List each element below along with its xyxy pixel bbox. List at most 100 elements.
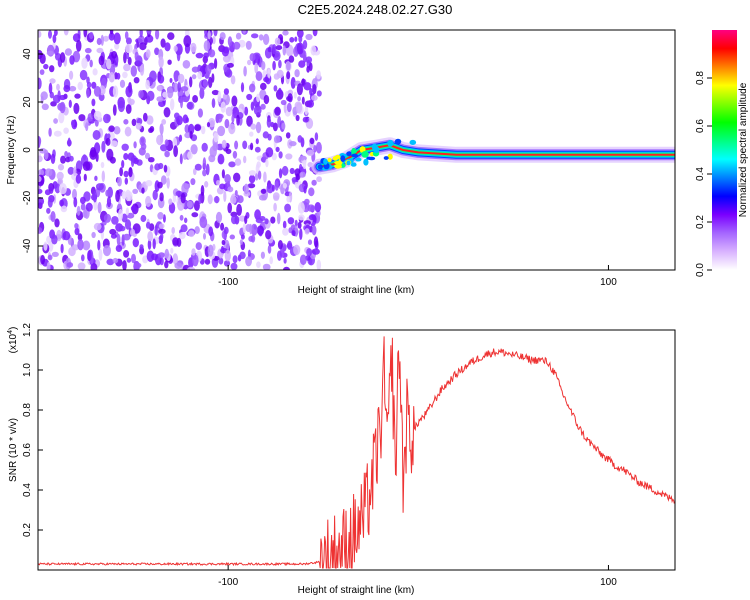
- noise-blob: [274, 180, 279, 191]
- noise-blob: [119, 79, 126, 88]
- noise-blob: [288, 55, 295, 63]
- noise-blob: [240, 234, 245, 240]
- noise-blob: [231, 114, 235, 123]
- noise-blob: [213, 196, 220, 204]
- noise-blob: [89, 149, 97, 160]
- noise-blob: [84, 47, 92, 54]
- noise-blob: [54, 30, 58, 36]
- noise-blob: [289, 167, 295, 175]
- noise-blob: [314, 132, 319, 141]
- noise-blob: [179, 153, 183, 165]
- noise-blob: [53, 118, 58, 124]
- noise-blob: [247, 183, 256, 189]
- noise-blob: [130, 65, 137, 77]
- noise-blob: [122, 71, 128, 79]
- noise-blob: [91, 98, 96, 107]
- noise-blob: [296, 30, 304, 38]
- noise-blob: [190, 42, 197, 53]
- noise-blob: [253, 105, 262, 116]
- noise-blob: [305, 33, 313, 41]
- noise-blob: [250, 223, 258, 236]
- noise-blob: [130, 228, 136, 237]
- noise-blob: [303, 220, 311, 226]
- noise-blob: [311, 179, 317, 186]
- noise-blob: [123, 52, 127, 64]
- noise-blob: [231, 215, 238, 225]
- noise-blob: [100, 161, 105, 169]
- noise-blob: [297, 135, 303, 143]
- noise-blob: [124, 126, 132, 137]
- y-tick-label: 0.2: [22, 523, 33, 537]
- noise-blob: [234, 140, 239, 150]
- noise-blob: [221, 169, 225, 179]
- noise-blob: [103, 245, 111, 257]
- noise-blob: [86, 88, 90, 99]
- noise-blob: [248, 174, 256, 184]
- noise-blob: [287, 240, 293, 250]
- noise-blob: [157, 212, 164, 220]
- noise-blob: [74, 93, 81, 99]
- noise-blob: [257, 170, 262, 180]
- noise-blob: [298, 35, 303, 43]
- noise-blob: [98, 55, 105, 66]
- chart-title: C2E5.2024.248.02.27.G30: [297, 2, 453, 17]
- noise-blob: [56, 229, 62, 242]
- noise-blob: [125, 37, 132, 45]
- noise-blob: [159, 192, 164, 202]
- noise-blob: [74, 223, 79, 229]
- noise-blob: [301, 96, 305, 105]
- noise-blob: [266, 183, 274, 194]
- noise-blob: [67, 166, 75, 175]
- noise-blob: [275, 146, 280, 153]
- noise-blob: [68, 85, 77, 92]
- colorbar-tick-label: 0.8: [695, 71, 706, 85]
- noise-blob: [77, 81, 83, 91]
- noise-blob: [277, 240, 283, 250]
- noise-blob: [221, 239, 226, 246]
- colorbar-tick-label: 0.4: [695, 167, 706, 181]
- noise-blob: [249, 223, 253, 235]
- noise-blob: [54, 183, 61, 194]
- noise-blob: [158, 252, 165, 258]
- noise-blob: [267, 46, 272, 53]
- spectrogram-x-axis-label: Height of straight line (km): [298, 285, 415, 296]
- noise-blob: [206, 122, 211, 128]
- noise-blob: [260, 251, 265, 259]
- noise-blob: [96, 47, 104, 54]
- noise-blob: [298, 60, 306, 68]
- noise-blob: [183, 152, 187, 160]
- noise-blob: [130, 155, 135, 167]
- noise-blob: [146, 250, 155, 262]
- noise-blob: [59, 101, 66, 114]
- noise-blob: [278, 151, 283, 159]
- noise-blob: [247, 249, 251, 258]
- noise-blob: [74, 227, 80, 236]
- noise-blob: [278, 168, 283, 179]
- noise-blob: [176, 49, 181, 62]
- signal-blob: [394, 138, 402, 145]
- noise-blob: [123, 153, 129, 160]
- noise-blob: [156, 134, 164, 146]
- colorbar-tick-label: 0.0: [695, 263, 706, 277]
- noise-blob: [118, 225, 126, 232]
- noise-blob: [47, 254, 53, 261]
- signal-blob: [323, 158, 328, 165]
- noise-blob: [272, 60, 276, 71]
- signal-blob: [340, 155, 346, 162]
- noise-blob: [47, 198, 53, 208]
- noise-blob: [226, 181, 231, 188]
- noise-blob: [286, 71, 291, 80]
- noise-blob: [262, 263, 271, 270]
- noise-blob: [142, 255, 149, 264]
- noise-blob: [40, 254, 45, 265]
- y-tick-label: 0.4: [22, 483, 33, 497]
- noise-blob: [75, 174, 82, 184]
- noise-blob: [211, 89, 220, 96]
- noise-blob: [152, 238, 156, 250]
- noise-blob: [131, 118, 137, 127]
- noise-blob: [267, 68, 271, 79]
- noise-blob: [294, 69, 300, 78]
- noise-blob: [224, 174, 231, 184]
- noise-blob: [250, 142, 254, 151]
- noise-blob: [225, 69, 233, 78]
